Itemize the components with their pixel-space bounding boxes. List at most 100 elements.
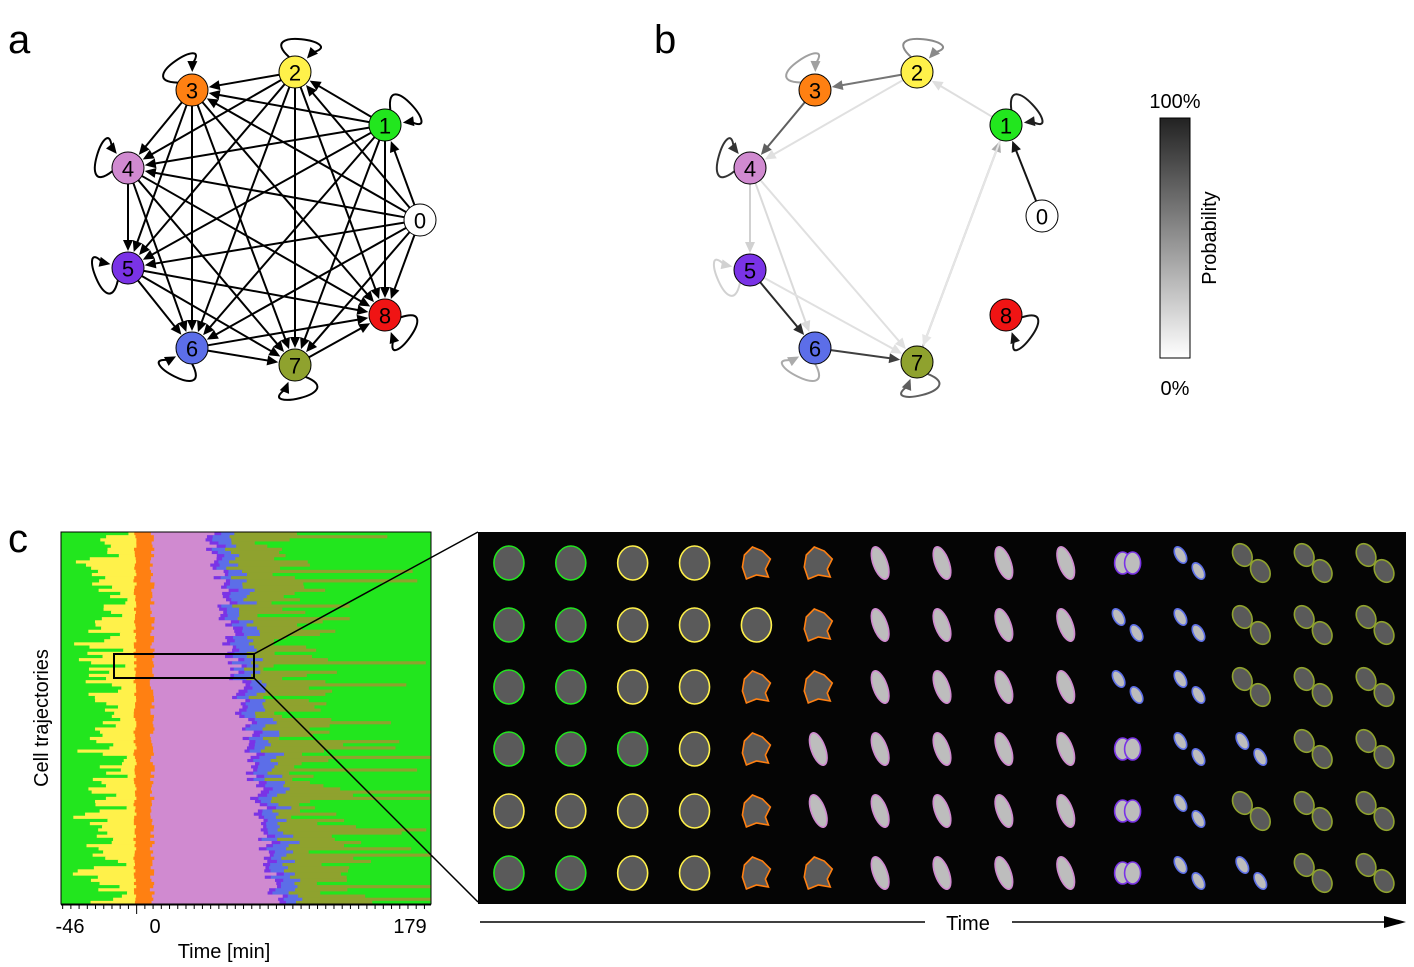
graph-b-loop-6-head (787, 356, 800, 367)
heatmap-cell-state-7 (248, 642, 274, 647)
montage-tile-r4-c10 (1113, 799, 1142, 823)
graph-b-edge-3-4 (765, 101, 806, 150)
heatmap-cell-state-1 (61, 885, 121, 889)
state-graph-all-transitions: 0 1 2 3 4 5 6 7 8 (91, 37, 437, 401)
heatmap-cell-state-2 (94, 695, 137, 700)
heatmap-cell-state-7 (282, 774, 315, 779)
heatmap-cell-state-2 (126, 891, 135, 896)
graph-b-node-7-circle (900, 345, 934, 379)
montage-tile-r0-c6 (870, 546, 890, 580)
heatmap-cell-state-2 (123, 648, 137, 653)
montage-tile-r3-c8 (994, 732, 1014, 766)
heatmap-cell-state-2 (126, 755, 136, 760)
heatmap-cell-state-5 (245, 771, 254, 776)
graph-b-node-1: 1 (989, 108, 1023, 142)
graph-a-node-0: 0 (403, 203, 437, 237)
montage-tile-r0-c12 (1231, 542, 1271, 584)
heatmap-cell-state-7 (277, 793, 354, 798)
heatmap-cell-state-6 (256, 721, 278, 725)
heatmap-cell-state-3 (135, 806, 152, 811)
heatmap-cell-state-5 (232, 645, 237, 650)
heatmap-cell-state-4 (152, 670, 240, 675)
graph-a-node-4: 4 (111, 151, 145, 185)
heatmap-cell-state-6 (230, 591, 251, 596)
montage-tile-r5-c0 (493, 855, 525, 891)
heatmap-cell-state-4 (153, 724, 247, 729)
heatmap-cell-state-2 (95, 799, 135, 804)
heatmap-cell-state-1 (61, 632, 121, 637)
heatmap-cell-state-7 (283, 831, 403, 836)
heatmap-cell-state-1 (61, 743, 114, 747)
montage-tile-r4-c4 (741, 794, 772, 829)
graph-b-loop-5 (712, 258, 742, 297)
cell-elongated (870, 670, 890, 704)
heatmap-cell-state-4 (152, 743, 250, 747)
heatmap-cell-state-5 (265, 866, 270, 870)
heatmap-cell-state-2 (102, 825, 137, 829)
heatmap-cell-state-1 (274, 651, 431, 656)
heatmap-cell-state-5 (209, 541, 220, 546)
heatmap-cell-state-2 (102, 721, 137, 725)
heatmap-cell-state-7 (251, 661, 427, 666)
heatmap-body (61, 532, 431, 904)
heatmap-cell-state-5 (253, 812, 263, 817)
graph-b-loop-3 (785, 52, 820, 84)
graph-a-loop-2 (280, 37, 322, 58)
graph-a-edge-7-8 (308, 326, 364, 359)
heatmap-cell-state-3 (133, 888, 151, 892)
cell-elongated (994, 856, 1014, 890)
heatmap-cell-state-2 (113, 837, 135, 842)
heatmap-cell-state-5 (230, 673, 235, 678)
heatmap-cell-state-1 (61, 610, 112, 615)
heatmap-cell-state-3 (134, 831, 152, 836)
heatmap-cell-state-1 (61, 582, 93, 587)
heatmap-cell-state-2 (98, 588, 135, 593)
heatmap-cell-state-1 (61, 844, 88, 848)
montage-tile-r2-c11 (1173, 670, 1206, 704)
heatmap-cell-state-3 (134, 667, 153, 672)
heatmap-cell-state-5 (269, 853, 275, 858)
heatmap-cell-state-1 (346, 875, 431, 880)
graph-a-node-1-label: 1 (379, 114, 391, 139)
heatmap-cell-state-1 (325, 680, 431, 684)
time-arrow-head (1384, 916, 1406, 928)
heatmap-cell-state-1 (309, 781, 431, 785)
heatmap-cell-state-7 (256, 692, 326, 697)
heatmap-cell-state-3 (135, 686, 152, 691)
cell-image-montage (478, 532, 1406, 904)
heatmap-cell-state-4 (154, 636, 226, 640)
heatmap-cell-state-5 (230, 667, 235, 672)
heatmap-cell-state-4 (152, 746, 248, 751)
heatmap-cell-state-5 (257, 809, 264, 814)
heatmap-cell-state-6 (250, 683, 267, 688)
graph-a-edge-0-1 (392, 148, 416, 206)
graph-a-edge-1-8-head (380, 287, 390, 298)
montage-tile-r4-c5 (808, 794, 828, 828)
heatmap-cell-state-1 (317, 822, 431, 826)
heatmap-cell-state-7 (265, 689, 333, 694)
heatmap-cell-state-7 (262, 658, 329, 662)
heatmap-cell-state-3 (134, 900, 153, 904)
heatmap-cell-state-6 (253, 777, 266, 782)
graph-b-node-5: 5 (733, 253, 767, 287)
graph-a-edge-0-7 (310, 231, 411, 347)
xtick-label-start: -46 (56, 916, 85, 938)
heatmap-cell-state-7 (256, 601, 273, 606)
graph-a-edge-0-6-head (206, 329, 219, 340)
graph-a-edge-6-8 (207, 318, 361, 347)
heatmap-cell-state-3 (133, 730, 154, 735)
heatmap-cell-state-3 (134, 554, 155, 558)
heatmap-cell-state-4 (154, 699, 246, 703)
heatmap-cell-state-4 (152, 863, 264, 867)
heatmap-cell-state-3 (136, 544, 154, 549)
heatmap-cell-state-4 (152, 563, 211, 568)
heatmap-cell-state-1 (303, 582, 431, 587)
heatmap-cell-state-1 (282, 714, 431, 719)
heatmap-cell-state-1 (61, 623, 97, 628)
graph-a-loop-4-head (106, 142, 117, 154)
heatmap-cell-state-6 (283, 872, 296, 877)
heatmap-cell-state-3 (134, 781, 154, 785)
cell-round (493, 669, 525, 705)
graph-a-node-6-label: 6 (186, 337, 198, 362)
heatmap-cell-state-4 (151, 799, 256, 804)
